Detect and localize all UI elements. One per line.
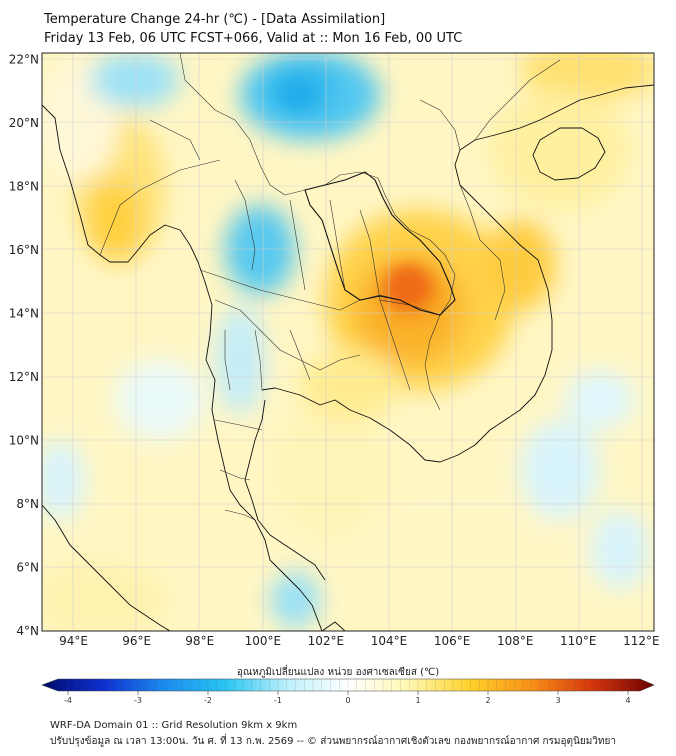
province-borders — [99, 53, 561, 521]
colorbar-ticks: -4 -3 -2 -1 0 1 2 3 4 — [64, 679, 631, 705]
lat-label: 18°N — [9, 179, 39, 193]
map-subtitle: Friday 13 Feb, 06 UTC FCST+066, Valid at… — [44, 31, 463, 46]
footer-update-info: ปรับปรุงข้อมูล ณ เวลา 13:00น. วัน ศ. ที่… — [50, 736, 616, 747]
lat-label: 10°N — [9, 433, 39, 447]
lon-label: 102°E — [308, 634, 345, 648]
footer-model-info: WRF-DA Domain 01 :: Grid Resolution 9km … — [50, 720, 298, 731]
colorbar-tick-label: 0 — [345, 696, 350, 705]
colorbar-gradient — [41, 678, 655, 692]
map-title: Temperature Change 24-hr (℃) - [Data Ass… — [44, 12, 386, 27]
lat-label: 14°N — [9, 306, 39, 320]
lat-label: 20°N — [9, 116, 39, 130]
lon-label: 98°E — [185, 634, 214, 648]
lat-label: 8°N — [16, 497, 39, 511]
lon-label: 112°E — [623, 634, 660, 648]
lon-label: 104°E — [371, 634, 408, 648]
longitude-labels: 94°E 96°E 98°E 100°E 102°E 104°E 106°E 108°E 110… — [59, 634, 660, 648]
lat-label: 22°N — [9, 52, 39, 66]
colorbar-tick-label: 1 — [415, 696, 420, 705]
lon-label: 96°E — [122, 634, 151, 648]
gridlines — [42, 53, 654, 631]
latitude-labels: 22°N 20°N 18°N 16°N 14°N 12°N 10°N 8°N 6°N 4°N — [9, 52, 39, 638]
colorbar-tick-label: 2 — [485, 696, 490, 705]
lat-label: 4°N — [16, 624, 39, 638]
map-frame — [41, 52, 655, 632]
lat-label: 16°N — [9, 243, 39, 257]
colorbar-tick-label: -3 — [134, 696, 142, 705]
lon-label: 108°E — [497, 634, 534, 648]
lon-label: 106°E — [434, 634, 471, 648]
colorbar-tick-label: 4 — [625, 696, 630, 705]
lon-label: 110°E — [560, 634, 597, 648]
colorbar: -4 -3 -2 -1 0 1 2 3 4 — [41, 678, 655, 705]
colorbar-tick-label: 3 — [555, 696, 560, 705]
colorbar-title: อุณหภูมิเปลี่ยนแปลง หน่วย องศาเซลเซียส (… — [236, 667, 440, 678]
colorbar-tick-label: -2 — [204, 696, 212, 705]
lon-label: 94°E — [59, 634, 88, 648]
lat-label: 12°N — [9, 370, 39, 384]
coastlines — [42, 84, 654, 631]
northeast-region-border — [304, 171, 456, 316]
colorbar-tick-label: -4 — [64, 696, 72, 705]
colorbar-tick-label: -1 — [274, 696, 282, 705]
lon-label: 100°E — [245, 634, 282, 648]
lat-label: 6°N — [16, 560, 39, 574]
